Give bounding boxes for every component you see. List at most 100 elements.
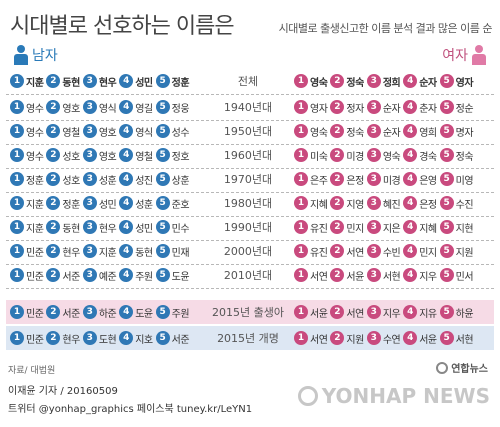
female-names: 1 은주 2 은정 3 미경 4 은영 5 미영	[294, 172, 494, 187]
male-name-item: 5 상훈	[155, 172, 190, 187]
male-name: 정훈	[171, 77, 190, 89]
rank-badge: 3	[82, 172, 97, 186]
rank-badge: 3	[82, 148, 97, 162]
era-row: 1 지훈 2 정훈 3 성민 4 성훈 5 준호 1980년대 1 지혜 2 지영 3 혜진 4 은정 5 수진	[6, 192, 494, 214]
female-name-item: 2 민지	[330, 220, 364, 235]
female-name-item: 4 은정	[403, 196, 437, 211]
female-name-item: 3 순자	[366, 124, 401, 139]
female-name-item: 4 순자	[403, 74, 437, 89]
female-name: 혜진	[382, 199, 401, 211]
male-names: 1 지훈 2 동현 3 현우 4 성민 5 정훈	[6, 74, 202, 89]
rank-badge: 4	[119, 331, 134, 345]
rank-badge: 5	[155, 100, 170, 114]
rank-badge: 3	[366, 220, 381, 234]
female-name-item: 3 수연	[366, 331, 401, 346]
female-name: 서현	[382, 271, 401, 283]
female-name-item: 5 서현	[439, 331, 474, 346]
female-name-item: 2 정자	[330, 100, 364, 115]
rank-badge: 1	[294, 148, 308, 162]
rank-badge: 4	[119, 268, 134, 282]
rank-badge: 5	[155, 196, 170, 210]
rank-badge: 1	[294, 244, 308, 258]
male-name: 영식	[98, 103, 117, 115]
male-name-item: 2 서준	[46, 268, 80, 283]
male-names: 1 민준 2 현우 3 도현 4 지호 5 서준	[6, 331, 202, 346]
male-name: 정호	[171, 151, 190, 163]
male-name: 주원	[135, 271, 153, 283]
female-name-item: 3 정희	[366, 74, 401, 89]
male-name: 성민	[98, 199, 117, 211]
male-names: 1 지훈 2 정훈 3 성민 4 성훈 5 준호	[6, 196, 202, 211]
rank-badge: 1	[10, 124, 24, 138]
female-name: 영숙	[310, 77, 328, 89]
female-name-item: 4 춘자	[403, 100, 437, 115]
female-name: 은정	[419, 199, 437, 211]
rank-badge: 4	[403, 100, 418, 114]
female-name-item: 5 지현	[439, 220, 474, 235]
female-name-item: 1 서연	[294, 331, 328, 346]
rank-badge: 5	[439, 244, 454, 258]
female-name-item: 1 유진	[294, 220, 328, 235]
female-name-item: 3 지우	[366, 305, 401, 320]
era-label: 1950년대	[223, 125, 273, 138]
male-name-item: 5 정호	[155, 148, 190, 163]
rank-badge: 5	[439, 268, 454, 282]
male-name-item: 1 지훈	[10, 196, 44, 211]
female-name: 지우	[419, 271, 437, 283]
row-divider	[6, 120, 494, 121]
male-name: 현우	[62, 334, 80, 346]
female-name: 순자	[382, 103, 401, 115]
male-name: 도윤	[135, 308, 153, 320]
era-row: 1 지훈 2 동현 3 현우 4 성민 5 민수 1990년대 1 유진 2 민지 3 지은 4 지혜 5 지현	[6, 216, 494, 238]
rank-badge: 2	[330, 196, 345, 210]
female-name-item: 4 지혜	[403, 220, 437, 235]
female-name: 지원	[346, 334, 364, 346]
female-name: 순자	[419, 77, 437, 89]
rank-badge: 1	[10, 305, 24, 319]
rank-badge: 3	[366, 148, 381, 162]
rank-badge: 3	[366, 100, 381, 114]
watermark-icon	[297, 386, 318, 406]
male-name-item: 3 도현	[82, 331, 117, 346]
yonhap-logo: 연합뉴스	[436, 360, 488, 375]
rank-badge: 5	[439, 148, 454, 162]
male-name: 영식	[135, 127, 153, 139]
rank-badge: 1	[10, 244, 24, 258]
male-names: 1 영수 2 영호 3 영식 4 영길 5 정웅	[6, 100, 202, 115]
female-name-item: 5 명자	[439, 124, 474, 139]
male-names: 1 영수 2 영철 3 영호 4 영식 5 성수	[6, 124, 202, 139]
rank-badge: 1	[10, 196, 24, 210]
female-name-item: 2 지원	[330, 331, 364, 346]
male-name: 영수	[26, 103, 44, 115]
male-name-item: 3 영식	[82, 100, 117, 115]
male-legend: 남자	[10, 45, 58, 65]
rank-badge: 5	[439, 196, 454, 210]
female-name-item: 5 수진	[439, 196, 474, 211]
rank-badge: 2	[46, 305, 61, 319]
rank-badge: 2	[46, 220, 61, 234]
rank-badge: 2	[330, 331, 345, 345]
rank-badge: 4	[119, 148, 134, 162]
male-name: 영호	[98, 127, 117, 139]
male-name: 민수	[171, 223, 190, 235]
rank-badge: 2	[46, 244, 61, 258]
male-name-item: 5 주원	[155, 305, 190, 320]
female-name: 지혜	[419, 223, 437, 235]
male-name-item: 2 영철	[46, 124, 80, 139]
male-name-item: 3 지훈	[82, 244, 117, 259]
sns-credit: 트위터 @yonhap_graphics 페이스북 tuney.kr/LeYN1	[8, 404, 253, 415]
male-name-item: 3 예준	[82, 268, 117, 283]
female-name-item: 1 유진	[294, 244, 328, 259]
rank-badge: 3	[82, 74, 97, 88]
rank-badge: 3	[82, 100, 97, 114]
male-name-item: 4 영식	[119, 124, 153, 139]
female-name-item: 1 영자	[294, 100, 328, 115]
male-name-item: 5 도윤	[155, 268, 190, 283]
female-name-item: 5 영자	[439, 74, 474, 89]
female-name: 서윤	[419, 334, 437, 346]
rank-badge: 4	[119, 244, 134, 258]
female-name: 영자	[310, 103, 328, 115]
male-name-item: 5 서준	[155, 331, 190, 346]
male-name: 영수	[26, 127, 44, 139]
rank-badge: 1	[10, 148, 24, 162]
